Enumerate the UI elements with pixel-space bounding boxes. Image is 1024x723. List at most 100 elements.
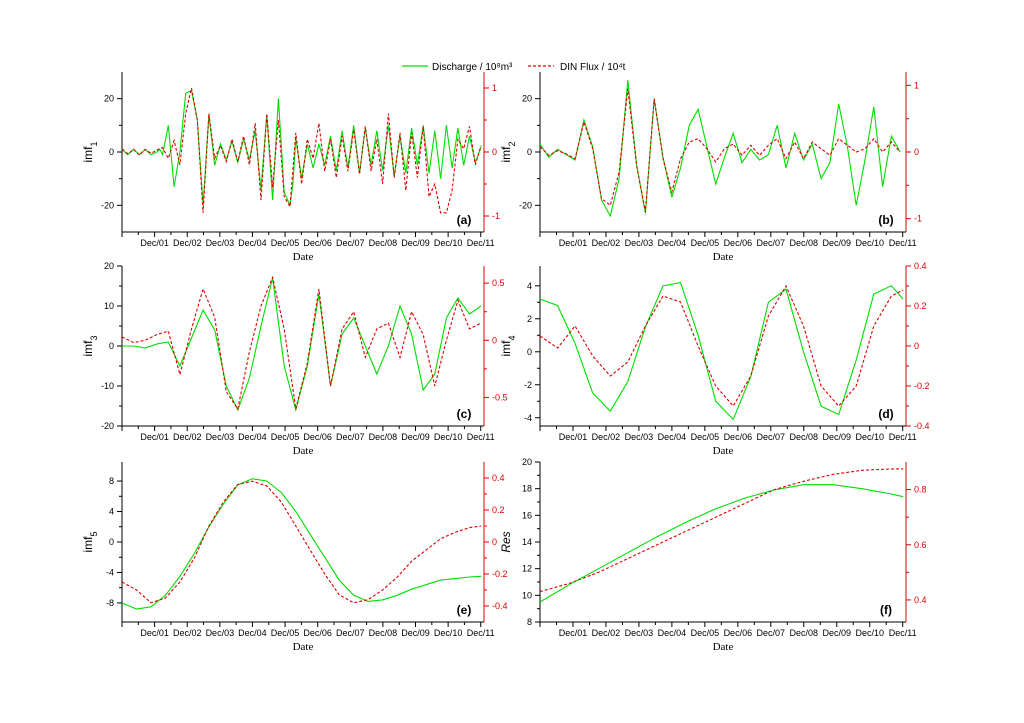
y-right-tick-label: 0 <box>492 147 497 157</box>
x-tick-label: Dec/04 <box>238 628 267 638</box>
y-left-tick-label: 2 <box>527 314 532 324</box>
y-left-tick-label: -4 <box>524 413 532 423</box>
y-right-tick-label: -1 <box>914 214 922 224</box>
x-tick-label: Dec/07 <box>336 432 365 442</box>
x-tick-label: Dec/07 <box>336 238 365 248</box>
y-right-tick-label: 0.4 <box>492 473 505 483</box>
x-tick-label: Dec/01 <box>140 432 169 442</box>
x-axis-title: Date <box>293 445 314 457</box>
x-tick-label: Dec/11 <box>889 238 917 248</box>
y-right-tick-label: 0.5 <box>492 278 505 288</box>
y-right-tick-label: 0 <box>492 335 497 345</box>
y-right-tick-label: 0.8 <box>914 485 927 495</box>
y-axis-title: imf2 <box>499 141 517 162</box>
x-tick-label: Dec/06 <box>303 238 332 248</box>
x-tick-label: Dec/02 <box>592 628 621 638</box>
x-tick-label: Dec/11 <box>889 628 917 638</box>
din-series-line <box>539 88 901 213</box>
discharge-series-line <box>121 478 482 610</box>
x-tick-label: Dec/11 <box>467 238 495 248</box>
x-tick-label: Dec/02 <box>592 432 621 442</box>
panel-label: (b) <box>878 213 893 227</box>
x-tick-label: Dec/03 <box>206 432 235 442</box>
x-axis-title: Date <box>713 251 734 263</box>
y-right-tick-label: -0.4 <box>492 601 508 611</box>
x-tick-label: Dec/08 <box>369 238 398 248</box>
x-tick-label: Dec/07 <box>757 238 786 248</box>
y-left-tick-label: -8 <box>106 598 114 608</box>
x-tick-label: Dec/11 <box>467 628 495 638</box>
x-tick-label: Dec/07 <box>757 432 786 442</box>
y-right-tick-label: -0.2 <box>492 569 508 579</box>
panel-label: (e) <box>457 603 472 617</box>
y-right-tick-label: -0.2 <box>914 381 930 391</box>
y-left-tick-label: 0 <box>109 341 114 351</box>
panel-f: Dec/01 Dec/02 Dec/03 Dec/04 Dec/05 Dec/06 Dec/… <box>499 457 927 653</box>
x-tick-label: Dec/10 <box>434 628 463 638</box>
y-left-tick-label: 4 <box>109 507 114 517</box>
y-left-tick-label: 20 <box>104 261 114 271</box>
y-right-tick-label: -0.4 <box>914 421 930 431</box>
panel-label: (c) <box>457 407 472 421</box>
panel-d: Dec/01 Dec/02 Dec/03 Dec/04 Dec/05 Dec/06 Dec/… <box>499 261 930 457</box>
y-right-tick-label: 0.6 <box>914 540 927 550</box>
x-tick-label: Dec/05 <box>691 238 720 248</box>
panel-b: Dec/01 Dec/02 Dec/03 Dec/04 Dec/05 Dec/06 Dec/… <box>499 72 922 263</box>
x-tick-label: Dec/01 <box>559 628 588 638</box>
x-tick-label: Dec/09 <box>401 238 430 248</box>
x-axis-title: Date <box>713 641 734 653</box>
din-series-line <box>121 275 482 411</box>
legend: Discharge / 10⁸m³ DIN Flux / 10⁴t <box>402 62 626 73</box>
panel-label: (f) <box>880 603 892 617</box>
y-left-tick-label: -10 <box>101 381 114 391</box>
y-right-tick-label: 0.2 <box>914 301 927 311</box>
y-right-tick-label: -0.5 <box>492 392 508 402</box>
y-left-tick-label: 0 <box>527 347 532 357</box>
y-left-tick-label: 10 <box>522 590 532 600</box>
y-left-tick-label: 8 <box>527 617 532 627</box>
x-tick-label: Dec/01 <box>559 432 588 442</box>
y-left-tick-label: -20 <box>519 200 532 210</box>
y-left-tick-label: 0 <box>109 147 114 157</box>
x-tick-label: Dec/04 <box>238 238 267 248</box>
panel-a: Dec/01 Dec/02 Dec/03 Dec/04 Dec/05 Dec/06 Dec/… <box>81 72 500 263</box>
x-tick-label: Dec/02 <box>173 238 202 248</box>
panels: Dec/01 Dec/02 Dec/03 Dec/04 Dec/05 Dec/06 Dec/… <box>81 72 930 653</box>
panel-label: (a) <box>457 213 472 227</box>
x-tick-label: Dec/10 <box>855 628 884 638</box>
x-tick-label: Dec/10 <box>855 238 884 248</box>
x-tick-label: Dec/05 <box>691 628 720 638</box>
x-tick-label: Dec/01 <box>140 628 169 638</box>
din-series-line <box>121 480 482 604</box>
x-tick-label: Dec/10 <box>855 432 884 442</box>
x-tick-label: Dec/04 <box>658 238 687 248</box>
x-tick-label: Dec/11 <box>467 432 495 442</box>
y-right-tick-label: 0 <box>914 341 919 351</box>
y-right-tick-label: 0.4 <box>914 595 927 605</box>
din-series-line <box>539 468 904 593</box>
y-right-tick-label: -1 <box>492 211 500 221</box>
x-tick-label: Dec/02 <box>592 238 621 248</box>
y-left-tick-label: 20 <box>522 94 532 104</box>
legend-din-label: DIN Flux / 10⁴t <box>560 62 626 73</box>
x-tick-label: Dec/10 <box>434 432 463 442</box>
y-right-tick-label: 1 <box>492 83 497 93</box>
y-left-tick-label: 14 <box>522 537 532 547</box>
panel-label: (d) <box>878 407 893 421</box>
x-axis-title: Date <box>293 251 314 263</box>
y-left-tick-label: -20 <box>101 200 114 210</box>
y-axis-title: imf4 <box>499 335 517 356</box>
x-axis-title: Date <box>713 445 734 457</box>
x-tick-label: Dec/07 <box>336 628 365 638</box>
x-tick-label: Dec/02 <box>173 432 202 442</box>
din-series-line <box>539 284 904 407</box>
x-tick-label: Dec/03 <box>625 628 654 638</box>
x-axis-title: Date <box>293 641 314 653</box>
x-tick-label: Dec/09 <box>822 628 851 638</box>
y-left-tick-label: -4 <box>106 567 114 577</box>
x-tick-label: Dec/03 <box>206 628 235 638</box>
legend-discharge-label: Discharge / 10⁸m³ <box>432 62 513 73</box>
x-tick-label: Dec/05 <box>691 432 720 442</box>
x-tick-label: Dec/05 <box>271 628 300 638</box>
